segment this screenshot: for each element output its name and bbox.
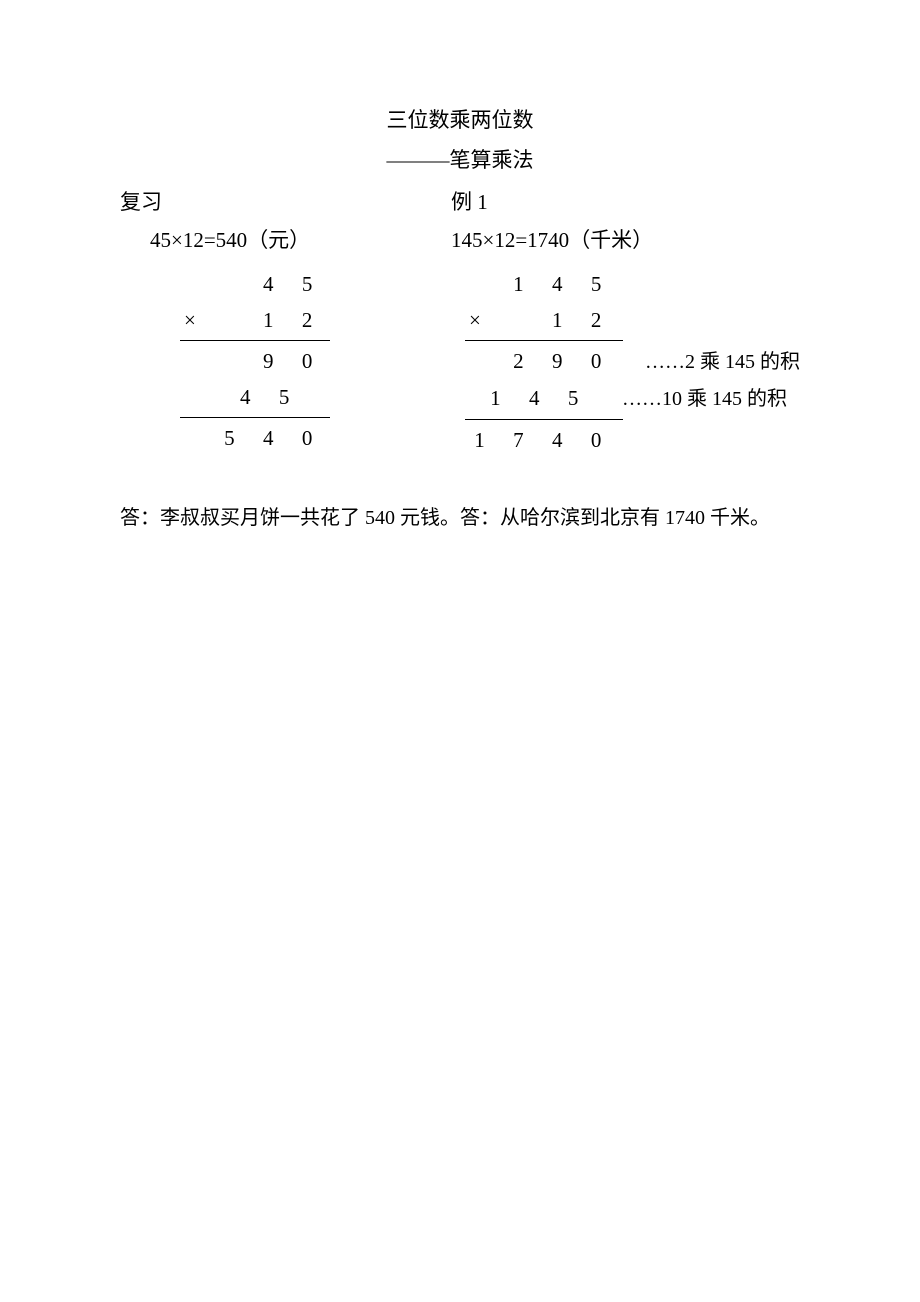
columns: 复习 45×12=540（元） 4 5 × 1 2 9 0 4 5 xyxy=(120,184,800,458)
right-partial2: 1 4 5 xyxy=(490,380,592,416)
left-multiplier: 1 2 xyxy=(263,302,326,338)
vmul-product-row: 5 4 0 xyxy=(166,420,411,456)
right-product: 1 7 4 0 xyxy=(474,422,615,458)
rule-line xyxy=(180,340,330,341)
vmul-partial1-row: 9 0 xyxy=(166,343,411,379)
left-equation: 45×12=540（元） xyxy=(120,220,411,260)
right-partial2-annotation: ……10 乘 145 的积 xyxy=(622,381,787,417)
left-product: 5 4 0 xyxy=(224,420,326,456)
left-equation-unit: （元） xyxy=(247,228,310,252)
left-multiplicand: 4 5 xyxy=(263,266,326,302)
right-multiplicand: 1 4 5 xyxy=(513,266,615,302)
left-equation-lhs: 45×12=540 xyxy=(150,228,247,252)
answers-row: 答：李叔叔买月饼一共花了 540 元钱。 答：从哈尔滨到北京有 1740 千米。 xyxy=(120,502,800,534)
left-answer: 答：李叔叔买月饼一共花了 540 元钱。 xyxy=(120,502,460,534)
multiply-sign: × xyxy=(469,302,481,338)
left-partial2: 4 5 xyxy=(240,379,303,415)
page-title: 三位数乘两位数 xyxy=(120,100,800,140)
right-heading: 例 1 xyxy=(451,184,800,220)
vmul-partial2-row: 4 5 xyxy=(166,379,411,415)
page-subtitle: ———笔算乘法 xyxy=(120,140,800,180)
vmul-partial2-row: 1 4 5 ……10 乘 145 的积 xyxy=(455,380,800,417)
vmul-multiplicand-row: 1 4 5 xyxy=(455,266,800,302)
right-answer: 答：从哈尔滨到北京有 1740 千米。 xyxy=(460,502,800,534)
right-equation-unit: （千米） xyxy=(569,228,653,252)
page: 三位数乘两位数 ———笔算乘法 复习 45×12=540（元） 4 5 × 1 … xyxy=(0,0,920,534)
vmul-multiplier-row: × 1 2 xyxy=(166,302,411,338)
vmul-product-row: 1 7 4 0 xyxy=(455,422,800,458)
right-equation-lhs: 145×12=1740 xyxy=(451,228,569,252)
right-partial1-annotation: ……2 乘 145 的积 xyxy=(645,344,800,380)
left-vertical-multiplication: 4 5 × 1 2 9 0 4 5 5 4 0 xyxy=(166,266,411,456)
rule-line xyxy=(465,419,623,420)
vmul-multiplier-row: × 1 2 xyxy=(455,302,800,338)
left-heading: 复习 xyxy=(120,184,411,220)
rule-line xyxy=(465,340,623,341)
right-partial1: 2 9 0 xyxy=(513,343,615,379)
multiply-sign: × xyxy=(184,302,196,338)
right-equation: 145×12=1740（千米） xyxy=(451,220,800,260)
vmul-partial1-row: 2 9 0 ……2 乘 145 的积 xyxy=(455,343,800,380)
right-multiplier: 1 2 xyxy=(552,302,615,338)
right-vertical-multiplication: 1 4 5 × 1 2 2 9 0 ……2 乘 145 的积 1 4 5 ……1… xyxy=(455,266,800,458)
vmul-multiplicand-row: 4 5 xyxy=(166,266,411,302)
column-right: 例 1 145×12=1740（千米） 1 4 5 × 1 2 2 9 0 ……… xyxy=(451,184,800,458)
rule-line xyxy=(180,417,330,418)
column-left: 复习 45×12=540（元） 4 5 × 1 2 9 0 4 5 xyxy=(120,184,411,458)
left-partial1: 9 0 xyxy=(263,343,326,379)
